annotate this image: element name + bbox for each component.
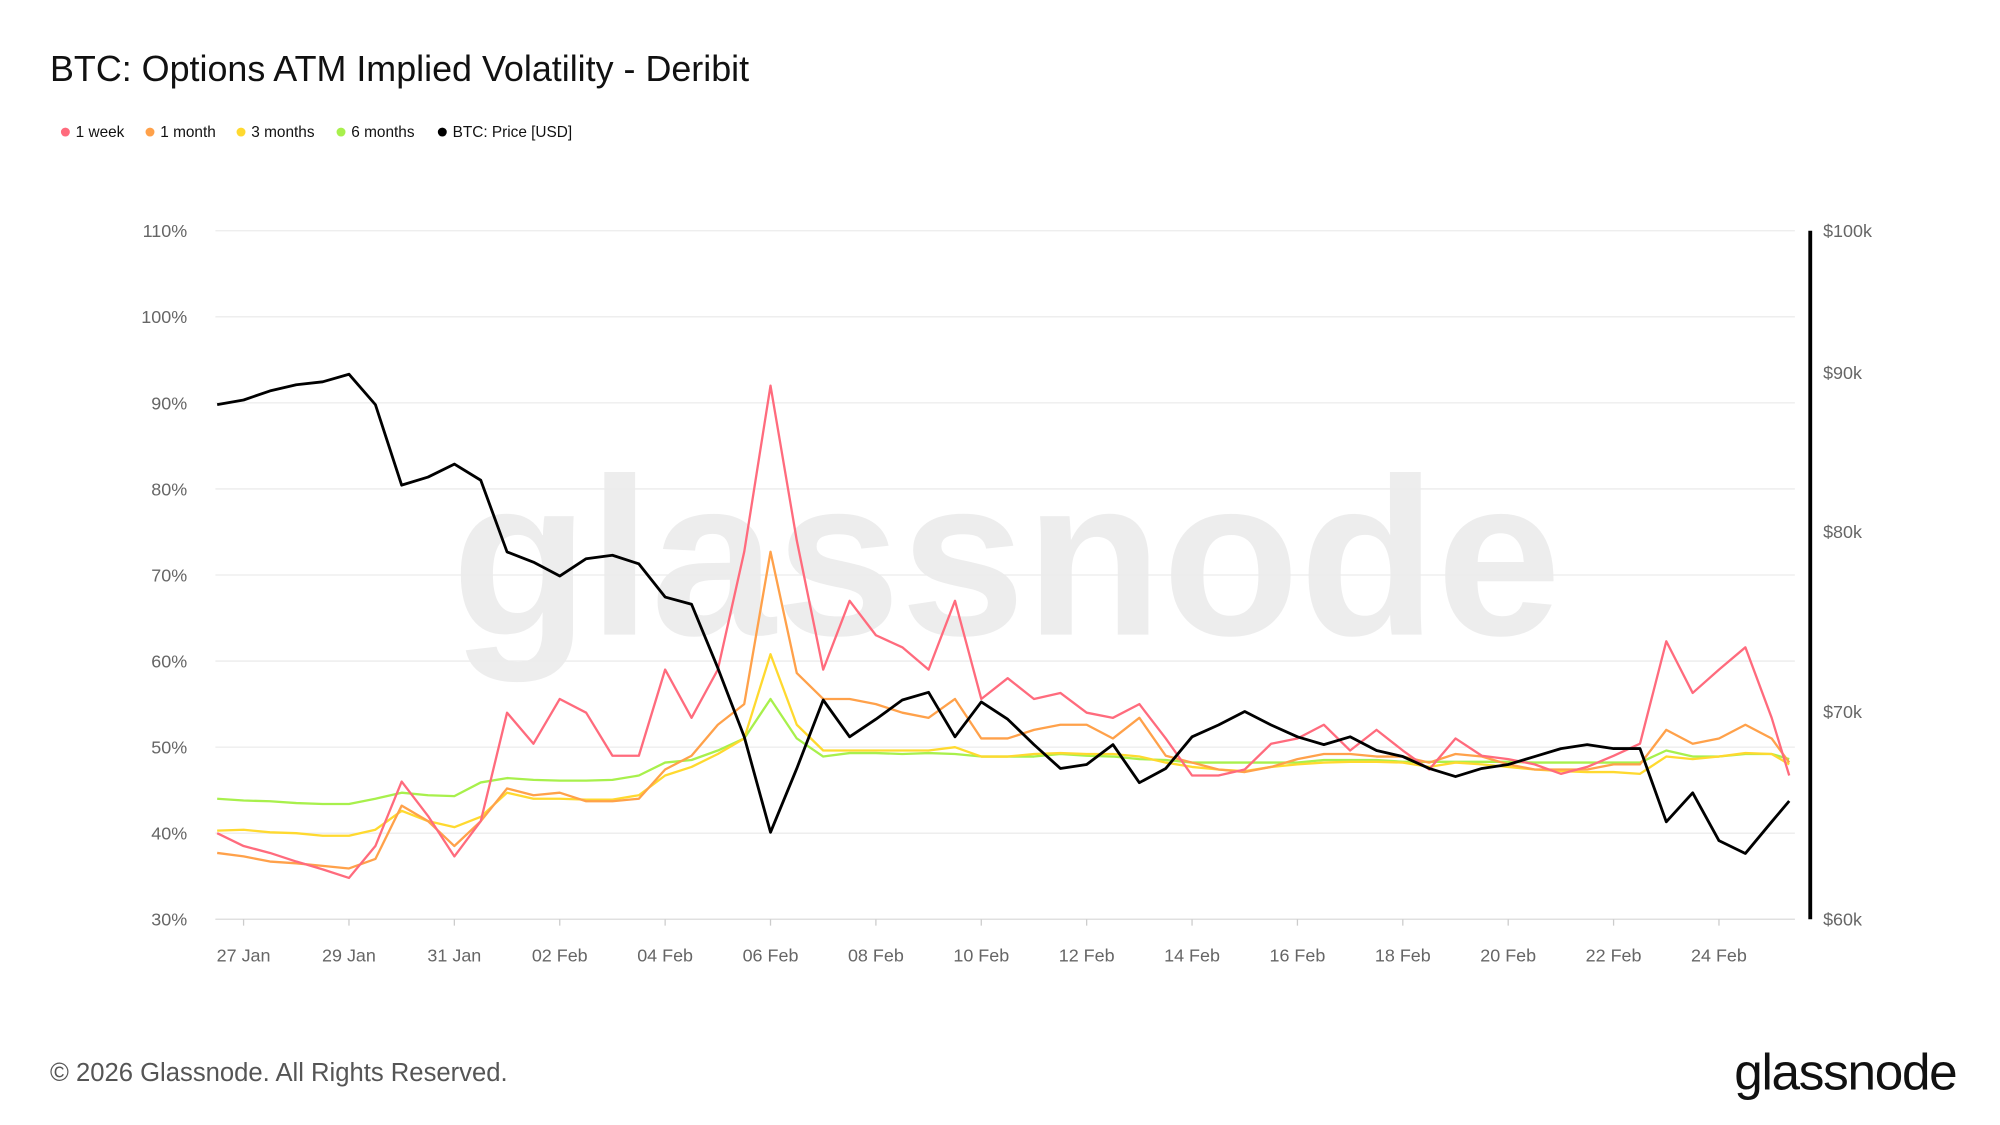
legend-label: 3 months <box>251 124 315 141</box>
chart-title: BTC: Options ATM Implied Volatility - De… <box>50 49 749 89</box>
x-tick-label: 10 Feb <box>953 946 1009 966</box>
x-tick-label: 04 Feb <box>637 946 693 966</box>
y-right-tick-label: $60k <box>1823 910 1862 930</box>
legend-label: 1 week <box>76 124 125 141</box>
y-left-tick-label: 100% <box>141 307 187 327</box>
y-left-tick-label: 80% <box>151 479 187 499</box>
y-axis-left: 30% 40% 50% 60% 70% 80% 90% 100% 110% <box>141 221 187 929</box>
legend-item: BTC: Price [USD] <box>437 124 573 141</box>
y-left-tick-label: 110% <box>143 221 188 241</box>
legend-dot-icon <box>145 127 155 137</box>
legend-dot-icon <box>60 127 70 137</box>
x-tick-label: 08 Feb <box>848 946 904 966</box>
y-right-tick-label: $90k <box>1823 363 1862 383</box>
legend-label: 1 month <box>160 124 216 141</box>
gridlines <box>215 230 1795 920</box>
y-left-tick-label: 50% <box>151 738 187 758</box>
y-right-tick-label: $80k <box>1823 522 1862 542</box>
y-right-tick-label: $70k <box>1823 702 1862 722</box>
legend-dot-icon <box>336 127 346 137</box>
y-left-tick-label: 40% <box>151 824 187 844</box>
series-line-btc-price-usd <box>216 372 1791 855</box>
x-tick-label: 14 Feb <box>1164 946 1220 966</box>
legend-item: 6 months <box>336 124 415 141</box>
x-tick-label: 24 Feb <box>1691 946 1747 966</box>
legend-item: 1 month <box>145 124 216 141</box>
x-tick-label: 31 Jan <box>427 946 481 966</box>
x-tick-label: 18 Feb <box>1375 946 1431 966</box>
x-tick-label: 02 Feb <box>532 946 588 966</box>
x-tick-label: 16 Feb <box>1270 946 1326 966</box>
legend: 1 week 1 month 3 months 6 months BTC: Price … <box>60 124 573 141</box>
y-axis-right: $60k $70k $80k $90k $100k <box>1808 221 1872 930</box>
legend-label: 6 months <box>351 124 415 141</box>
watermark: glassnode <box>452 432 1562 683</box>
series-line-1-week <box>216 384 1791 880</box>
x-tick-label: 22 Feb <box>1586 946 1642 966</box>
x-tick-label: 29 Jan <box>322 946 376 966</box>
glassnode-logo: glassnode <box>1734 1044 1956 1101</box>
series-lines <box>216 372 1791 880</box>
copyright-text: © 2026 Glassnode. All Rights Reserved. <box>50 1059 508 1087</box>
x-axis: 27 Jan 29 Jan 31 Jan 02 Feb 04 Feb 06 Feb 08 F… <box>217 919 1747 966</box>
y-left-tick-label: 60% <box>151 651 187 671</box>
y-left-tick-label: 30% <box>151 910 187 930</box>
x-tick-label: 20 Feb <box>1480 946 1536 966</box>
x-tick-label: 27 Jan <box>217 946 271 966</box>
legend-item: 1 week <box>60 124 125 141</box>
legend-label: BTC: Price [USD] <box>453 124 573 141</box>
legend-item: 3 months <box>236 124 315 141</box>
legend-dot-icon <box>236 127 246 137</box>
y-right-tick-label: $100k <box>1823 221 1872 241</box>
y-left-tick-label: 70% <box>151 565 187 585</box>
x-tick-label: 06 Feb <box>743 946 799 966</box>
x-tick-label: 12 Feb <box>1059 946 1115 966</box>
y-left-tick-label: 90% <box>151 393 187 413</box>
legend-dot-icon <box>437 127 447 137</box>
